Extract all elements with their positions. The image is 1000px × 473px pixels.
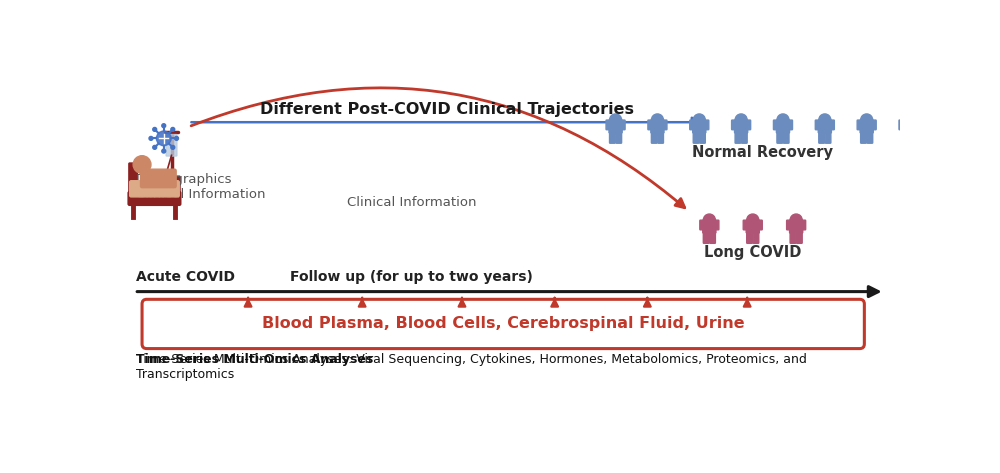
FancyBboxPatch shape [606,120,611,130]
FancyBboxPatch shape [703,220,716,233]
Text: Time-Series Multi-Omics Analyses: Time-Series Multi-Omics Analyses [136,353,373,366]
FancyBboxPatch shape [860,120,873,133]
FancyBboxPatch shape [735,131,741,143]
Text: Time-Series Multi-Omics Analyses: Viral Sequencing, Cytokines, Hormones, Metabol: Time-Series Multi-Omics Analyses: Viral … [136,353,807,381]
FancyBboxPatch shape [735,120,748,133]
FancyBboxPatch shape [902,131,908,143]
FancyBboxPatch shape [825,131,831,143]
FancyBboxPatch shape [902,120,915,133]
FancyBboxPatch shape [830,120,834,130]
FancyBboxPatch shape [616,131,622,143]
Text: Clinical Information: Clinical Information [347,196,477,209]
FancyBboxPatch shape [796,232,802,243]
FancyBboxPatch shape [710,232,715,243]
Text: Different Post-COVID Clinical Trajectories: Different Post-COVID Clinical Trajectori… [260,102,634,117]
Text: Long COVID: Long COVID [704,245,801,261]
FancyBboxPatch shape [753,232,759,243]
Circle shape [171,127,175,131]
FancyBboxPatch shape [172,176,180,205]
Circle shape [133,156,151,174]
Circle shape [735,114,747,126]
Circle shape [651,114,663,126]
FancyBboxPatch shape [651,131,657,143]
FancyBboxPatch shape [703,232,709,243]
FancyBboxPatch shape [609,120,622,133]
FancyBboxPatch shape [773,120,778,130]
Circle shape [747,214,759,226]
FancyBboxPatch shape [746,120,751,130]
FancyBboxPatch shape [704,120,709,130]
Text: Blood Plasma, Blood Cells, Cerebrospinal Fluid, Urine: Blood Plasma, Blood Cells, Cerebrospinal… [262,316,745,332]
Text: Acute COVID: Acute COVID [136,270,235,284]
FancyBboxPatch shape [801,220,806,230]
FancyBboxPatch shape [693,120,706,133]
Circle shape [162,124,166,128]
FancyBboxPatch shape [787,220,791,230]
Circle shape [903,114,915,126]
FancyBboxPatch shape [128,192,181,205]
FancyBboxPatch shape [140,169,176,188]
Text: Demographics
Clinical Information: Demographics Clinical Information [136,173,265,201]
FancyBboxPatch shape [651,120,664,133]
Circle shape [149,136,153,140]
FancyBboxPatch shape [610,131,615,143]
FancyBboxPatch shape [142,299,864,349]
FancyBboxPatch shape [776,120,790,133]
Text: Normal Recovery: Normal Recovery [692,145,833,160]
Circle shape [162,149,166,153]
FancyBboxPatch shape [899,120,904,130]
FancyBboxPatch shape [746,220,759,233]
FancyBboxPatch shape [648,120,653,130]
Circle shape [790,214,802,226]
FancyBboxPatch shape [783,131,789,143]
FancyBboxPatch shape [732,120,736,130]
FancyBboxPatch shape [867,131,873,143]
Circle shape [153,145,157,149]
FancyBboxPatch shape [700,131,705,143]
FancyBboxPatch shape [690,120,694,130]
FancyBboxPatch shape [871,120,876,130]
FancyBboxPatch shape [777,131,783,143]
FancyBboxPatch shape [747,232,752,243]
FancyBboxPatch shape [130,181,179,197]
FancyBboxPatch shape [819,131,824,143]
FancyBboxPatch shape [758,220,762,230]
FancyBboxPatch shape [857,120,862,130]
FancyBboxPatch shape [662,120,667,130]
FancyBboxPatch shape [743,220,748,230]
FancyBboxPatch shape [861,131,866,143]
Circle shape [693,114,705,126]
FancyBboxPatch shape [790,220,803,233]
Circle shape [156,131,171,146]
FancyBboxPatch shape [909,131,915,143]
FancyBboxPatch shape [658,131,663,143]
Text: Follow up (for up to two years): Follow up (for up to two years) [290,270,533,284]
FancyBboxPatch shape [790,232,796,243]
FancyBboxPatch shape [714,220,719,230]
Circle shape [703,214,715,226]
Circle shape [175,136,178,140]
FancyBboxPatch shape [129,163,137,205]
FancyBboxPatch shape [700,220,705,230]
FancyBboxPatch shape [693,131,699,143]
Circle shape [610,114,622,126]
FancyBboxPatch shape [815,120,820,130]
FancyBboxPatch shape [166,134,177,156]
Circle shape [777,114,789,126]
FancyBboxPatch shape [818,120,831,133]
Circle shape [819,114,831,126]
FancyBboxPatch shape [620,120,625,130]
Circle shape [153,127,157,131]
FancyBboxPatch shape [788,120,793,130]
FancyBboxPatch shape [913,120,918,130]
FancyBboxPatch shape [741,131,747,143]
Circle shape [861,114,873,126]
Circle shape [171,145,175,149]
